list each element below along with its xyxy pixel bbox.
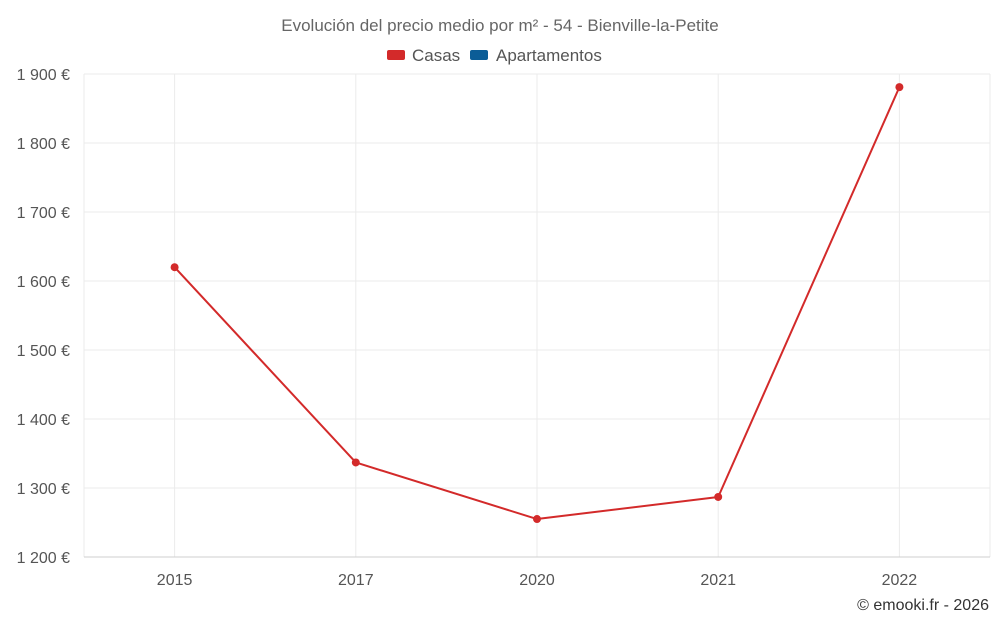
x-tick-label: 2020 — [519, 572, 555, 589]
y-tick-label: 1 500 € — [17, 343, 70, 360]
x-tick-label: 2021 — [700, 572, 736, 589]
legend-label-casas: Casas — [412, 46, 460, 65]
series-layer — [170, 83, 904, 524]
data-point-casas-2021[interactable] — [714, 492, 723, 501]
y-tick-label: 1 700 € — [17, 205, 70, 222]
data-point-casas-2015[interactable] — [170, 263, 179, 272]
gridlines — [83, 73, 991, 558]
y-tick-label: 1 800 € — [17, 136, 70, 153]
legend-swatch-apartamentos — [470, 50, 488, 60]
y-tick-label: 1 200 € — [17, 550, 70, 567]
data-point-casas-2017[interactable] — [351, 458, 360, 467]
y-tick-label: 1 300 € — [17, 481, 70, 498]
y-tick-label: 1 900 € — [17, 67, 70, 84]
data-point-casas-2020[interactable] — [533, 515, 541, 524]
x-tick-label: 2017 — [338, 572, 374, 589]
y-tick-label: 1 400 € — [17, 412, 70, 429]
credit-text: © emooki.fr - 2026 — [857, 597, 989, 614]
y-tick-label: 1 600 € — [17, 274, 70, 291]
legend-swatch-casas — [387, 50, 405, 60]
legend-item-apartamentos[interactable]: Apartamentos — [470, 46, 602, 65]
legend[interactable]: Casas Apartamentos — [387, 46, 602, 65]
legend-item-casas[interactable]: Casas — [387, 46, 460, 65]
y-axis-labels: 1 200 € 1 300 € 1 400 € 1 500 € 1 600 € 1 700… — [17, 67, 70, 567]
x-tick-label: 2022 — [882, 572, 918, 589]
x-tick-label: 2015 — [157, 572, 193, 589]
data-point-casas-2022[interactable] — [895, 83, 904, 92]
legend-label-apartamentos: Apartamentos — [496, 46, 602, 65]
chart-title: Evolución del precio medio por m² - 54 -… — [281, 16, 718, 35]
x-axis-labels: 2015 2017 2020 2021 2022 — [157, 572, 917, 589]
